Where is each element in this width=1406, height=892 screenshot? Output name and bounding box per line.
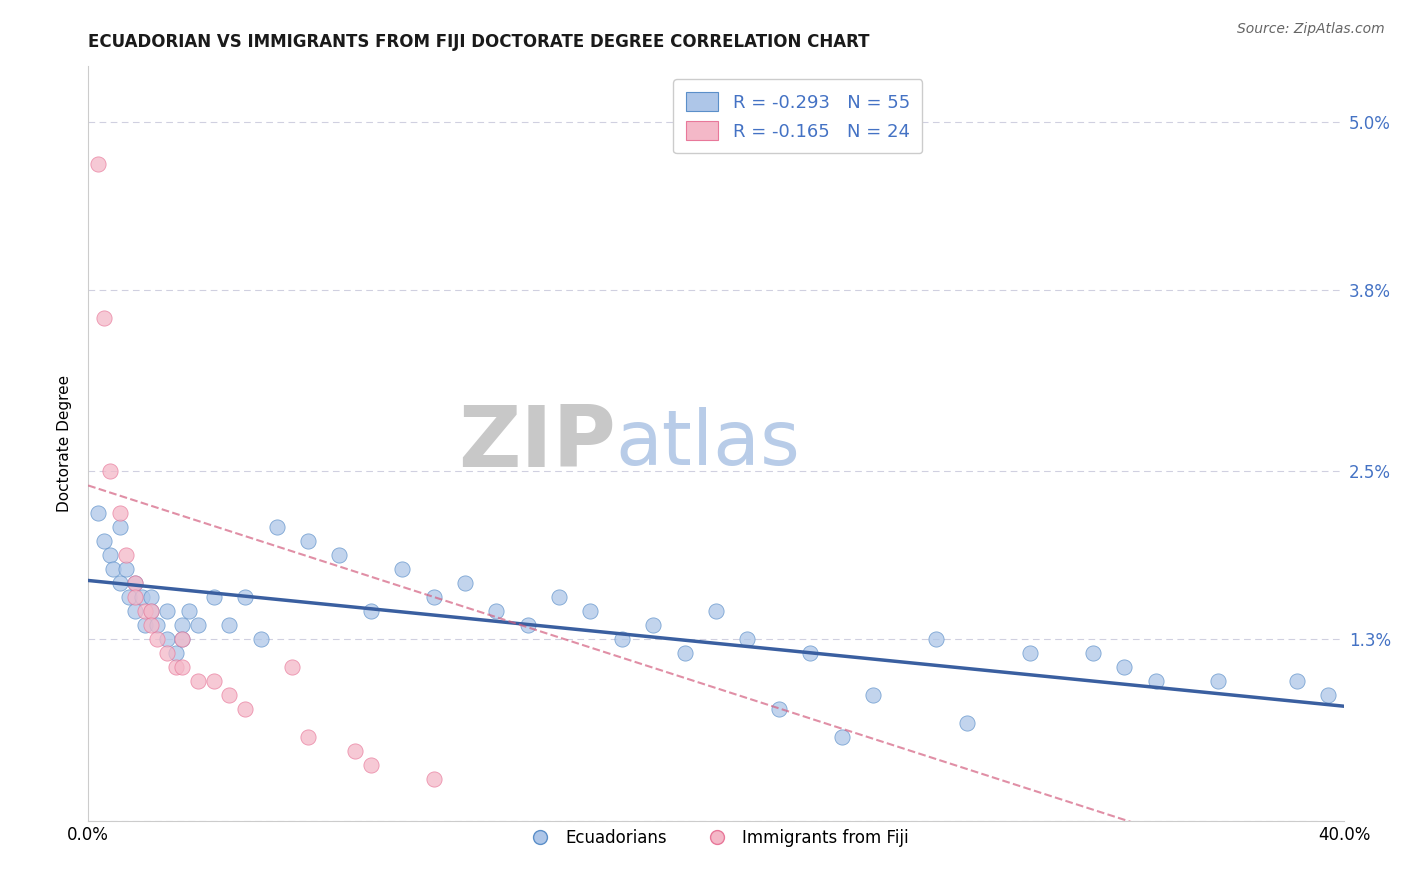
Point	[218, 688, 240, 702]
Point	[156, 632, 179, 647]
Point	[108, 576, 131, 591]
Point	[328, 549, 350, 563]
Point	[165, 660, 187, 674]
Point	[165, 646, 187, 660]
Point	[103, 562, 125, 576]
Point	[98, 465, 121, 479]
Point	[139, 604, 162, 618]
Point	[925, 632, 948, 647]
Point	[768, 702, 790, 716]
Point	[956, 716, 979, 731]
Point	[862, 688, 884, 702]
Point	[202, 591, 225, 605]
Point	[98, 549, 121, 563]
Point	[485, 604, 508, 618]
Y-axis label: Doctorate Degree: Doctorate Degree	[58, 375, 72, 512]
Point	[704, 604, 727, 618]
Point	[93, 310, 115, 325]
Point	[108, 507, 131, 521]
Point	[187, 674, 209, 689]
Point	[156, 646, 179, 660]
Point	[281, 660, 304, 674]
Point	[114, 562, 136, 576]
Point	[422, 591, 444, 605]
Text: ECUADORIAN VS IMMIGRANTS FROM FIJI DOCTORATE DEGREE CORRELATION CHART: ECUADORIAN VS IMMIGRANTS FROM FIJI DOCTO…	[89, 33, 870, 51]
Point	[1019, 646, 1042, 660]
Point	[297, 730, 319, 744]
Point	[516, 618, 538, 632]
Point	[643, 618, 665, 632]
Point	[360, 758, 382, 772]
Point	[233, 591, 256, 605]
Point	[579, 604, 602, 618]
Point	[146, 632, 169, 647]
Point	[114, 549, 136, 563]
Point	[86, 507, 108, 521]
Point	[360, 604, 382, 618]
Point	[139, 591, 162, 605]
Point	[422, 772, 444, 786]
Point	[1144, 674, 1167, 689]
Point	[146, 618, 169, 632]
Point	[108, 520, 131, 534]
Point	[1114, 660, 1136, 674]
Point	[172, 618, 194, 632]
Point	[177, 604, 200, 618]
Point	[118, 591, 141, 605]
Text: atlas: atlas	[616, 407, 800, 481]
Legend: Ecuadorians, Immigrants from Fiji: Ecuadorians, Immigrants from Fiji	[517, 822, 915, 854]
Point	[548, 591, 571, 605]
Point	[737, 632, 759, 647]
Point	[1285, 674, 1308, 689]
Point	[124, 591, 146, 605]
Point	[124, 604, 146, 618]
Point	[831, 730, 853, 744]
Point	[172, 632, 194, 647]
Point	[799, 646, 821, 660]
Point	[172, 632, 194, 647]
Text: Source: ZipAtlas.com: Source: ZipAtlas.com	[1237, 22, 1385, 37]
Point	[391, 562, 413, 576]
Point	[134, 604, 156, 618]
Point	[187, 618, 209, 632]
Point	[131, 591, 153, 605]
Point	[673, 646, 696, 660]
Point	[250, 632, 273, 647]
Point	[93, 534, 115, 549]
Point	[610, 632, 633, 647]
Point	[139, 618, 162, 632]
Point	[124, 576, 146, 591]
Point	[134, 618, 156, 632]
Point	[266, 520, 288, 534]
Point	[218, 618, 240, 632]
Point	[1208, 674, 1230, 689]
Point	[86, 157, 108, 171]
Point	[297, 534, 319, 549]
Point	[454, 576, 477, 591]
Point	[172, 660, 194, 674]
Point	[202, 674, 225, 689]
Point	[344, 744, 367, 758]
Point	[139, 604, 162, 618]
Point	[1317, 688, 1340, 702]
Point	[156, 604, 179, 618]
Point	[233, 702, 256, 716]
Text: ZIP: ZIP	[458, 402, 616, 485]
Point	[1081, 646, 1104, 660]
Point	[124, 576, 146, 591]
